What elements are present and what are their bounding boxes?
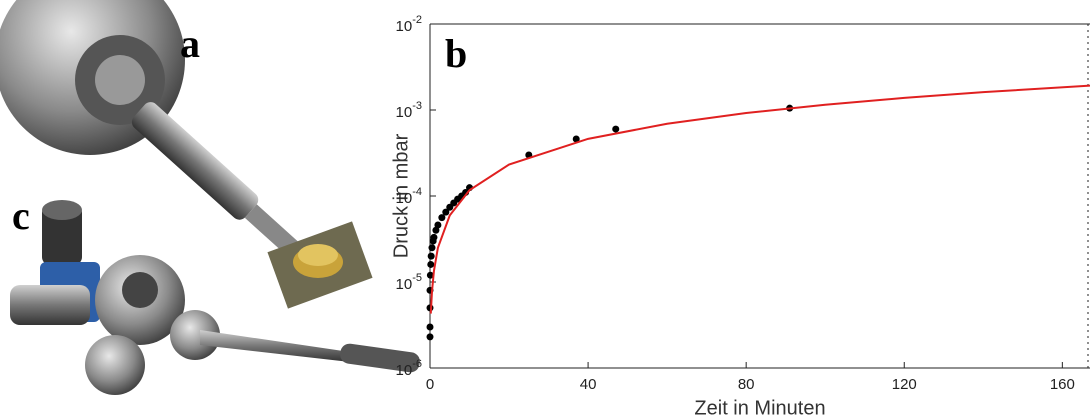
panel-label: b <box>445 31 467 76</box>
data-point <box>428 244 435 251</box>
data-point <box>430 234 437 241</box>
data-point <box>427 333 434 340</box>
data-point <box>434 222 441 229</box>
figure: a b c Zeit in Minuten Druck in mbar 10-6… <box>0 0 1090 420</box>
y-tick-label: 10-5 <box>396 272 422 293</box>
x-tick-label: 0 <box>426 376 434 393</box>
y-tick-label: 10-4 <box>396 186 422 207</box>
plot-area <box>430 24 1090 368</box>
data-point <box>612 126 619 133</box>
x-tick-label: 40 <box>580 376 597 393</box>
data-point <box>428 253 435 260</box>
illustration-c <box>10 200 421 395</box>
x-tick-label: 80 <box>738 376 755 393</box>
y-tick-label: 10-3 <box>396 100 422 121</box>
data-point <box>427 261 434 268</box>
panel-label: c <box>12 193 30 238</box>
panel-label: a <box>180 21 200 66</box>
fit-line <box>431 86 1090 314</box>
x-tick-label: 160 <box>1050 376 1075 393</box>
x-axis-title: Zeit in Minuten <box>694 397 825 419</box>
data-point <box>427 323 434 330</box>
y-tick-label: 10-6 <box>396 358 422 379</box>
x-tick-label: 120 <box>892 376 917 393</box>
y-tick-label: 10-2 <box>396 14 422 35</box>
